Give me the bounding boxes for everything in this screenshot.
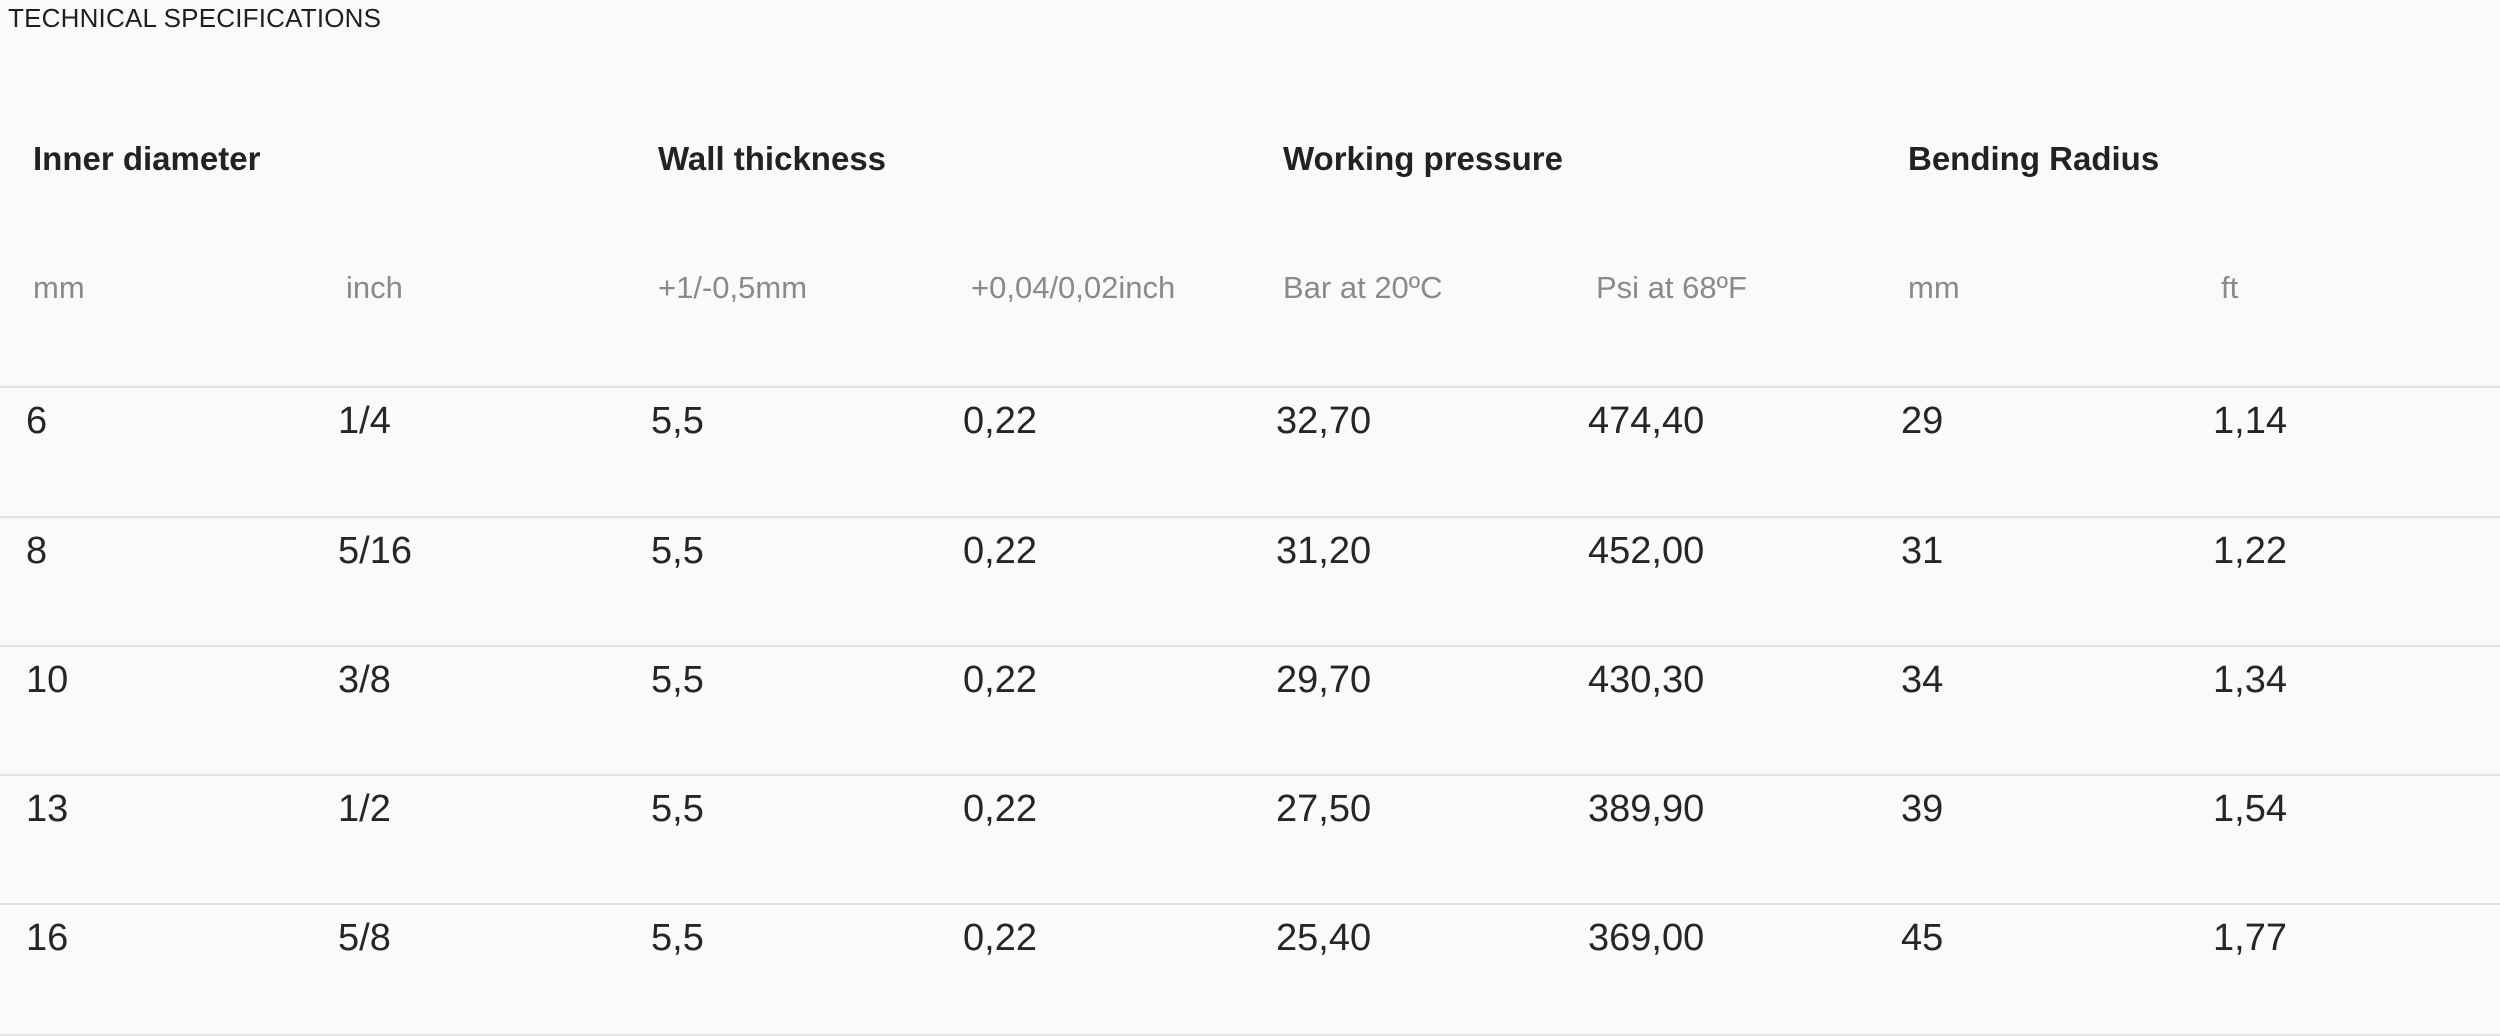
sub-label: mm (1908, 270, 1960, 305)
cell-pressure-psi: 369,00 (1588, 917, 1705, 959)
cell-pressure-bar: 27,50 (1276, 788, 1372, 830)
cell-inner-diameter-mm: 10 (26, 659, 69, 701)
cell-bending-mm: 34 (1901, 659, 1944, 701)
group-title: Inner diameter (33, 140, 261, 177)
cell-bending-mm: 39 (1901, 788, 1944, 830)
table-header: Inner diameter mm inch Wall thickness +1… (0, 128, 2500, 388)
table-row: 6 1/4 5,5 0,22 32,70 474,40 29 1,14 (0, 386, 2500, 517)
cell-inner-diameter-inch: 3/8 (338, 659, 391, 701)
cell-bending-ft: 1,34 (2213, 659, 2287, 701)
cell-pressure-psi: 452,00 (1588, 530, 1705, 572)
cell-pressure-psi: 430,30 (1588, 659, 1705, 701)
cell-bending-ft: 1,22 (2213, 530, 2287, 572)
group-working-pressure: Working pressure Bar at 20ºC Psi at 68ºF (1250, 128, 1874, 388)
cell-inner-diameter-inch: 5/8 (338, 917, 391, 959)
cell-inner-diameter-inch: 1/4 (338, 400, 391, 442)
cell-inner-diameter-mm: 13 (26, 788, 69, 830)
cell-pressure-psi: 389,90 (1588, 788, 1705, 830)
cell-wall-thickness-inch: 0,22 (963, 530, 1037, 572)
group-title: Wall thickness (658, 140, 887, 177)
cell-bending-ft: 1,77 (2213, 917, 2287, 959)
cell-wall-thickness-mm: 5,5 (651, 400, 704, 442)
cell-wall-thickness-mm: 5,5 (651, 917, 704, 959)
sub-label: Psi at 68ºF (1596, 270, 1747, 305)
cell-wall-thickness-mm: 5,5 (651, 659, 704, 701)
sub-label: ft (2221, 270, 2239, 305)
table-row: 8 5/16 5,5 0,22 31,20 452,00 31 1,22 (0, 516, 2500, 647)
page-title: TECHNICAL SPECIFICATIONS (8, 3, 382, 33)
cell-bending-mm: 29 (1901, 400, 1944, 442)
cell-wall-thickness-mm: 5,5 (651, 530, 704, 572)
sub-label: mm (33, 270, 85, 305)
cell-inner-diameter-inch: 5/16 (338, 530, 412, 572)
cell-bending-mm: 45 (1901, 917, 1944, 959)
cell-bending-ft: 1,54 (2213, 788, 2287, 830)
group-inner-diameter: Inner diameter mm inch (0, 128, 624, 388)
cell-pressure-bar: 25,40 (1276, 917, 1372, 959)
cell-pressure-psi: 474,40 (1588, 400, 1705, 442)
table-row: 13 1/2 5,5 0,22 27,50 389,90 39 1,54 (0, 774, 2500, 905)
cell-bending-mm: 31 (1901, 530, 1944, 572)
cell-inner-diameter-mm: 8 (26, 530, 48, 572)
table-row: 10 3/8 5,5 0,22 29,70 430,30 34 1,34 (0, 645, 2500, 776)
sub-label: +1/-0,5mm (658, 270, 808, 305)
cell-wall-thickness-inch: 0,22 (963, 788, 1037, 830)
cell-pressure-bar: 29,70 (1276, 659, 1372, 701)
cell-pressure-bar: 32,70 (1276, 400, 1372, 442)
cell-bending-ft: 1,14 (2213, 400, 2287, 442)
sub-label: +0,04/0,02inch (971, 270, 1176, 305)
sub-label: Bar at 20ºC (1283, 270, 1443, 305)
group-title: Working pressure (1283, 140, 1563, 177)
cell-pressure-bar: 31,20 (1276, 530, 1372, 572)
cell-wall-thickness-inch: 0,22 (963, 400, 1037, 442)
cell-wall-thickness-mm: 5,5 (651, 788, 704, 830)
cell-wall-thickness-inch: 0,22 (963, 659, 1037, 701)
cell-wall-thickness-inch: 0,22 (963, 917, 1037, 959)
group-title: Bending Radius (1908, 140, 2160, 177)
sub-label: inch (346, 270, 403, 305)
cell-inner-diameter-inch: 1/2 (338, 788, 391, 830)
group-wall-thickness: Wall thickness +1/-0,5mm +0,04/0,02inch (625, 128, 1249, 388)
group-bending-radius: Bending Radius mm ft (1875, 128, 2499, 388)
cell-inner-diameter-mm: 16 (26, 917, 69, 959)
cell-inner-diameter-mm: 6 (26, 400, 48, 442)
table-row: 16 5/8 5,5 0,22 25,40 369,00 45 1,77 (0, 903, 2500, 1036)
